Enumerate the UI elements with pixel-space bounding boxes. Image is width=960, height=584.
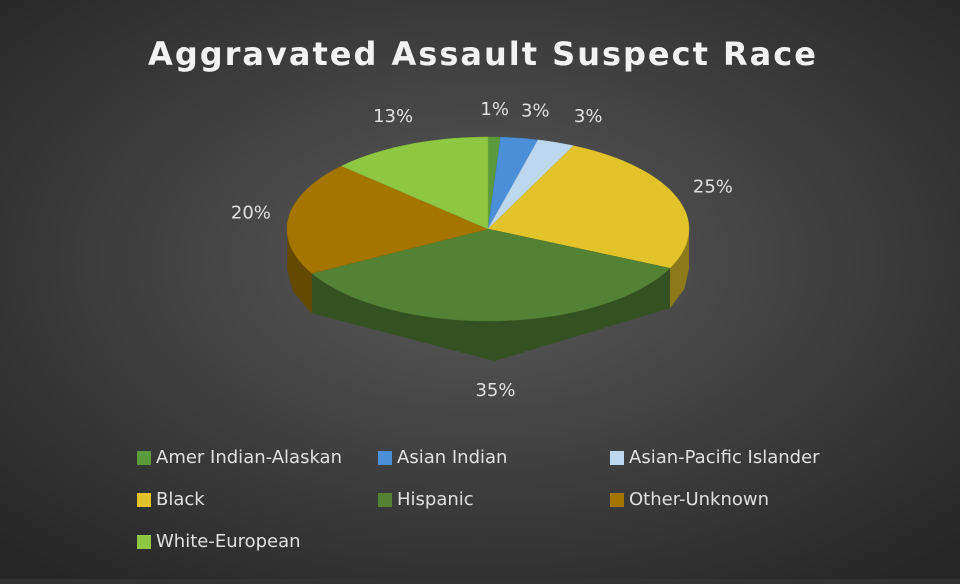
data-label: 20% <box>231 203 271 224</box>
slice-side <box>287 229 312 314</box>
data-label: 35% <box>475 380 515 401</box>
slice <box>487 139 575 230</box>
slice <box>340 136 489 230</box>
legend-swatch <box>137 535 151 549</box>
slice-side <box>311 268 670 361</box>
data-label: 25% <box>693 177 733 198</box>
legend-swatch <box>137 493 151 507</box>
legend-label: Asian Indian <box>397 447 507 468</box>
legend-swatch <box>610 451 624 465</box>
slice <box>286 165 489 274</box>
slice <box>487 145 690 269</box>
legend-label: Asian-Pacific Islander <box>629 447 820 468</box>
legend-label: Hispanic <box>397 489 474 510</box>
legend-swatch <box>137 451 151 465</box>
legend-label: Other-Unknown <box>629 489 769 510</box>
legend-label: White-European <box>156 531 301 552</box>
legend-swatch <box>610 493 624 507</box>
slice <box>487 136 539 230</box>
slice-side <box>669 229 689 309</box>
legend-label: Black <box>156 489 205 510</box>
data-label: 3% <box>521 101 550 122</box>
legend-label: Amer Indian-Alaskan <box>156 447 342 468</box>
slice <box>311 228 671 322</box>
data-label: 3% <box>574 106 603 127</box>
legend-swatch <box>378 493 392 507</box>
data-label: 13% <box>373 106 413 127</box>
chart-title: Aggravated Assault Suspect Race <box>148 35 818 73</box>
legend-swatch <box>378 451 392 465</box>
data-label: 1% <box>480 99 509 120</box>
